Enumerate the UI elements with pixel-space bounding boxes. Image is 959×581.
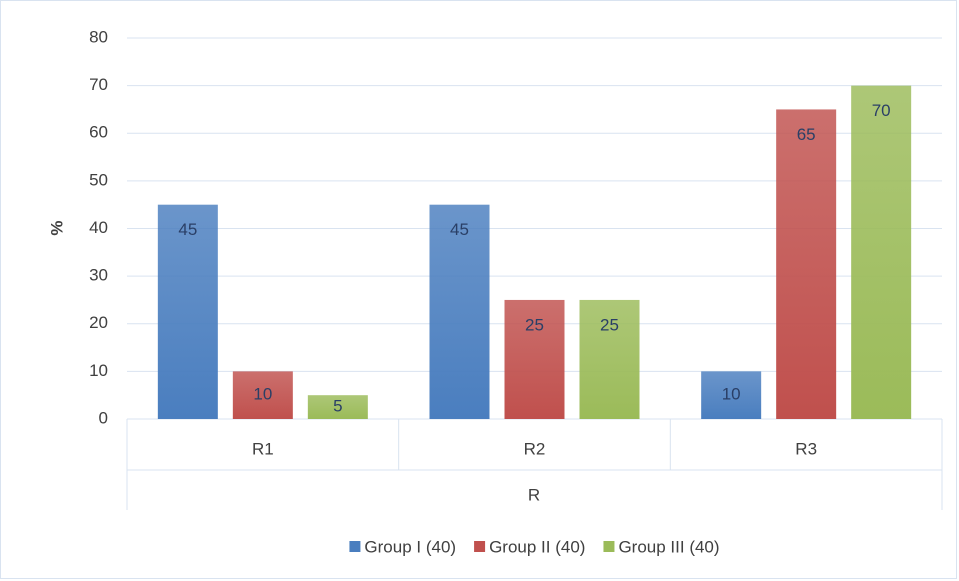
legend-swatch [603,541,615,552]
value-label: 45 [450,220,469,239]
x-axis-title: R [528,485,540,504]
value-label: 45 [178,220,197,239]
value-label: 5 [333,397,342,416]
value-label: 25 [525,315,544,334]
bar [232,371,293,419]
bar [851,85,912,419]
x-tick-label: R1 [252,439,274,458]
bar [157,204,218,419]
y-tick-label: 80 [89,27,108,46]
value-label: 65 [797,125,816,144]
value-label: 70 [872,101,891,120]
bar [307,395,368,419]
bar [504,299,565,419]
legend-label: Group I (40) [364,537,456,556]
bar [776,109,837,419]
y-tick-label: 50 [89,170,108,189]
value-label: 25 [600,315,619,334]
bar [429,204,490,419]
bar [701,371,762,419]
y-tick-label: 10 [89,361,108,380]
legend-label: Group II (40) [489,537,585,556]
legend-label: Group III (40) [618,537,719,556]
legend-swatch [349,541,361,552]
y-tick-label: 30 [89,266,108,285]
bar [579,299,640,419]
legend-swatch [474,541,486,552]
y-tick-label: 0 [99,408,108,427]
y-tick-label: 40 [89,218,108,237]
y-axis-title: % [47,220,66,235]
value-label: 10 [722,385,741,404]
x-tick-label: R3 [795,439,817,458]
y-tick-label: 60 [89,123,108,142]
y-tick-label: 20 [89,313,108,332]
value-label: 10 [253,385,272,404]
x-tick-label: R2 [524,439,546,458]
y-tick-label: 70 [89,75,108,94]
